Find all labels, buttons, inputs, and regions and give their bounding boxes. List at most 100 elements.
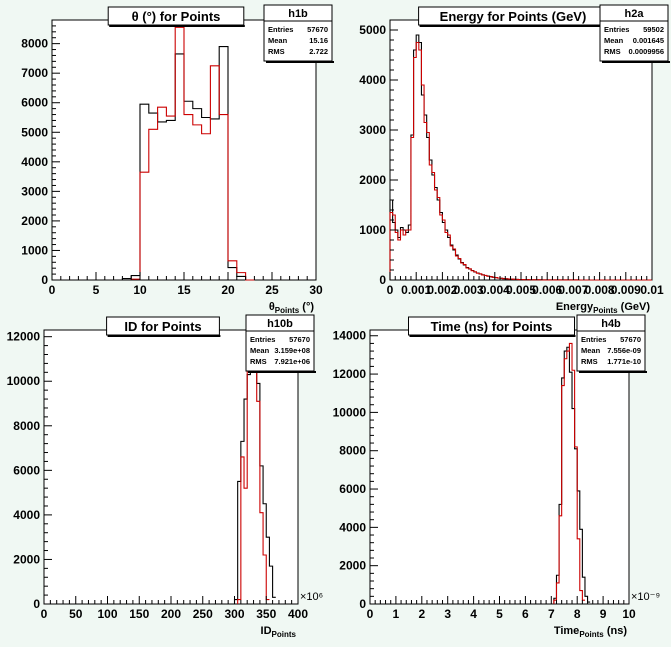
y-tick-label: 12000 (333, 367, 367, 381)
x-tick-label: 15 (177, 283, 191, 297)
y-tick-label: 0 (379, 273, 386, 287)
stats-label: RMS (604, 47, 621, 56)
stats-value: 3.159e+08 (274, 346, 310, 355)
histogram-series-2 (130, 26, 255, 281)
x-tick-label: 0.009 (611, 283, 641, 297)
stats-label: Entries (268, 25, 293, 34)
y-tick-label: 6000 (339, 482, 366, 496)
plot-frame (43, 329, 299, 605)
x-tick-label: 0.001 (401, 283, 431, 297)
x-tick-label: 7 (548, 607, 555, 621)
x-tick-label: 400 (288, 607, 308, 621)
stats-label: Entries (581, 335, 606, 344)
x-tick-label: 350 (256, 607, 276, 621)
stats-label: Entries (250, 335, 275, 344)
x-axis-exponent: ×10⁶ (300, 591, 323, 603)
y-tick-label: 3000 (21, 184, 48, 198)
y-tick-label: 8000 (21, 37, 48, 51)
y-tick-label: 2000 (13, 552, 40, 566)
stats-value: 7.556e-09 (607, 346, 641, 355)
histogram-pad-1: 0 5 10 15 20 25 30 0 1000 2000 3000 4000 5000 6000 700… (21, 4, 334, 315)
stats-box (245, 314, 315, 372)
y-tick-label: 2000 (359, 173, 386, 187)
stats-box (263, 4, 333, 62)
stats-value: 1.771e-10 (607, 357, 641, 366)
stats-box-shadow (266, 61, 334, 63)
x-tick-label: 0 (387, 283, 394, 297)
x-tick-label: 8 (574, 607, 581, 621)
y-tick-label: 10000 (7, 374, 41, 388)
x-tick-label: 0.008 (585, 283, 615, 297)
y-tick-label: 5000 (359, 23, 386, 37)
x-tick-label: 25 (265, 283, 279, 297)
y-tick-label: 6000 (21, 96, 48, 110)
x-tick-label: 5 (496, 607, 503, 621)
y-tick-label: 3000 (359, 123, 386, 137)
x-tick-label: 50 (69, 607, 83, 621)
y-tick-label: 5000 (21, 125, 48, 139)
y-tick-label: 4000 (21, 155, 48, 169)
title-box-shadow (107, 335, 221, 337)
stats-label: Mean (250, 346, 270, 355)
chart-title: ID for Points (124, 319, 201, 334)
y-tick-label: 2000 (339, 559, 366, 573)
x-tick-label: 4 (470, 607, 477, 621)
stats-value: 7.921e+06 (274, 357, 310, 366)
x-tick-label: 1 (393, 607, 400, 621)
y-tick-label: 0 (359, 597, 366, 611)
stats-value: 0.001645 (633, 36, 664, 45)
histogram-pad-3: 0 50 100 150 200 250 300 350 4000200040006000800… (7, 314, 323, 639)
stats-value: 57670 (307, 25, 328, 34)
x-tick-label: 0.002 (427, 283, 457, 297)
stats-histogram-name: h2a (625, 8, 645, 20)
stats-box (599, 4, 669, 62)
y-tick-label: 2000 (21, 214, 48, 228)
x-axis-label: EnergyPoints (GeV) (556, 301, 650, 315)
x-tick-label: 10 (622, 607, 636, 621)
x-tick-label: 0.01 (640, 283, 664, 297)
stats-value: 0.0009956 (629, 47, 664, 56)
y-tick-label: 10000 (333, 405, 367, 419)
y-tick-label: 7000 (21, 66, 48, 80)
x-tick-label: 200 (161, 607, 181, 621)
y-tick-label: 4000 (13, 508, 40, 522)
x-tick-label: 100 (97, 607, 117, 621)
x-axis-exponent: ×10⁻⁹ (631, 591, 660, 603)
y-tick-label: 4000 (339, 520, 366, 534)
stats-value: 59502 (643, 25, 664, 34)
x-tick-label: 150 (129, 607, 149, 621)
stats-histogram-name: h4b (601, 318, 621, 330)
y-tick-label: 1000 (21, 243, 48, 257)
title-box-shadow (409, 335, 576, 337)
y-tick-label: 8000 (13, 419, 40, 433)
stats-value: 2.722 (309, 47, 328, 56)
stats-label: Mean (604, 36, 624, 45)
stats-label: Mean (268, 36, 288, 45)
title-box-shadow (419, 25, 609, 27)
x-tick-label: 0 (41, 607, 48, 621)
x-tick-label: 10 (133, 283, 147, 297)
x-tick-label: 0.006 (532, 283, 562, 297)
stats-label: Entries (604, 25, 629, 34)
x-tick-label: 3 (444, 607, 451, 621)
x-axis-label: IDPoints (261, 625, 297, 639)
y-tick-label: 12000 (7, 330, 41, 344)
stats-box-shadow (579, 371, 647, 373)
x-tick-label: 0.005 (506, 283, 536, 297)
x-tick-label: 0 (49, 283, 56, 297)
y-tick-label: 14000 (333, 329, 367, 343)
y-tick-label: 8000 (339, 444, 366, 458)
x-tick-label: 30 (309, 283, 323, 297)
histogram-pad-4: 0 1 2 3 4 5 6 7 8 9 10 0 2000 4000 6000 8000 10000 12000 1… (333, 314, 660, 639)
stats-histogram-name: h10b (267, 318, 293, 330)
y-tick-label: 4000 (359, 73, 386, 87)
chart-title: Energy for Points (GeV) (440, 9, 587, 24)
x-tick-label: 20 (221, 283, 235, 297)
x-tick-label: 6 (522, 607, 529, 621)
x-axis-label: TimePoints (ns) (554, 625, 627, 639)
stats-histogram-name: h1b (288, 8, 308, 20)
stats-box-shadow (602, 61, 670, 63)
histogram-series-2 (553, 342, 585, 604)
chart-title: θ (°) for Points (132, 9, 221, 24)
